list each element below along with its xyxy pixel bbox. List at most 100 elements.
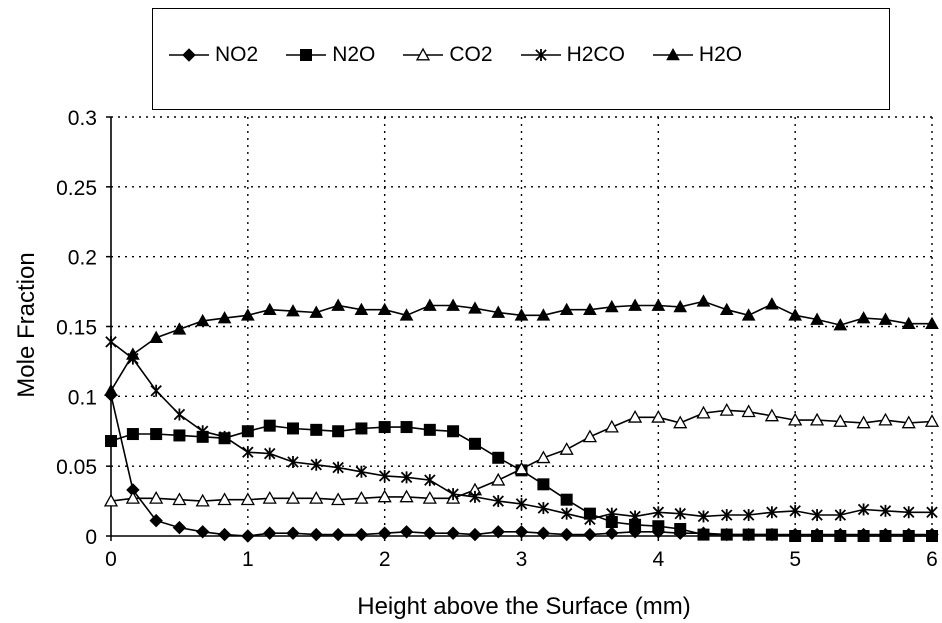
data-point-co2 xyxy=(422,490,437,504)
data-point-co2 xyxy=(627,409,643,423)
data-point-co2 xyxy=(103,493,119,507)
data-point-h2co xyxy=(766,506,778,519)
data-point-n2o xyxy=(697,528,710,541)
series-line-co2 xyxy=(110,409,933,502)
data-point-h2co xyxy=(789,504,801,517)
data-point-n2o xyxy=(150,428,163,441)
data-point-co2 xyxy=(172,492,187,506)
data-point-h2co xyxy=(652,506,665,519)
data-point-no2 xyxy=(399,525,414,539)
data-point-h2o xyxy=(422,298,437,311)
data-point-no2 xyxy=(195,525,210,539)
legend-item-no2: NO2 xyxy=(167,43,258,67)
data-point-n2o xyxy=(811,530,824,542)
data-point-h2o xyxy=(878,312,893,325)
data-point-co2 xyxy=(514,461,529,475)
data-point-h2co xyxy=(150,384,162,397)
data-point-h2co xyxy=(515,497,528,510)
data-point-n2o xyxy=(834,530,847,542)
legend-swatch-marker xyxy=(300,49,313,61)
data-point-co2 xyxy=(399,489,414,503)
data-point-h2o xyxy=(788,308,803,321)
y-tick-label: 0 xyxy=(85,526,97,549)
data-point-h2o xyxy=(925,316,939,330)
data-point-co2 xyxy=(217,492,232,506)
data-point-n2o xyxy=(742,528,755,541)
data-point-h2o xyxy=(604,299,619,313)
data-point-h2o xyxy=(514,308,529,321)
data-point-n2o xyxy=(902,530,915,542)
data-point-n2o xyxy=(879,530,892,542)
legend-swatch-co2 xyxy=(403,47,444,61)
data-point-h2co xyxy=(606,507,618,520)
data-point-no2 xyxy=(354,527,369,542)
data-point-h2o xyxy=(172,322,187,335)
data-point-co2 xyxy=(604,419,619,433)
data-point-h2co xyxy=(857,503,870,516)
x-tick-label: 0 xyxy=(105,548,117,571)
legend-item-h2co: H2CO xyxy=(519,43,625,67)
data-point-co2 xyxy=(651,409,666,423)
data-point-n2o xyxy=(173,429,186,442)
data-point-h2o xyxy=(651,298,666,311)
data-point-h2o xyxy=(286,304,300,317)
x-tick-label: 5 xyxy=(789,548,801,571)
y-tick-label: 0.1 xyxy=(68,386,97,409)
data-point-co2 xyxy=(788,412,803,426)
data-point-h2co xyxy=(834,509,847,522)
data-point-h2co xyxy=(674,507,686,520)
data-point-no2 xyxy=(491,525,505,539)
data-point-n2o xyxy=(468,437,481,450)
data-point-h2o xyxy=(377,302,392,316)
x-tick-label: 4 xyxy=(652,548,664,571)
data-point-co2 xyxy=(149,490,164,504)
data-point-no2 xyxy=(331,527,345,542)
data-point-no2 xyxy=(468,527,482,542)
legend-item-n2o: N2O xyxy=(284,43,375,67)
data-point-h2o xyxy=(331,298,345,311)
data-point-h2co xyxy=(310,458,322,471)
data-point-co2 xyxy=(582,429,598,443)
data-point-co2 xyxy=(719,402,734,416)
data-point-h2co xyxy=(879,504,892,517)
data-point-co2 xyxy=(125,490,140,504)
legend-swatch-n2o xyxy=(286,49,327,61)
data-point-h2o xyxy=(104,383,118,397)
data-point-n2o xyxy=(241,425,254,438)
data-point-n2o xyxy=(355,422,368,435)
data-point-co2 xyxy=(331,492,346,506)
series-n2o xyxy=(105,419,938,542)
data-point-co2 xyxy=(262,490,277,504)
legend-item-co2: CO2 xyxy=(401,43,493,67)
data-point-co2 xyxy=(696,405,711,419)
data-point-n2o xyxy=(310,423,323,436)
series-line-h2co xyxy=(110,341,932,521)
data-point-h2co xyxy=(721,509,733,522)
legend-label: H2CO xyxy=(566,43,625,66)
x-axis-label: Height above the Surface (mm) xyxy=(357,593,690,620)
data-point-h2o xyxy=(833,318,848,331)
data-point-co2 xyxy=(809,412,825,426)
data-point-co2 xyxy=(673,415,688,429)
data-point-n2o xyxy=(378,421,391,434)
data-point-h2o xyxy=(673,299,688,313)
data-point-h2o xyxy=(354,302,369,316)
data-point-no2 xyxy=(605,526,619,540)
data-point-no2 xyxy=(446,526,460,540)
data-point-n2o xyxy=(765,528,778,541)
data-point-h2co xyxy=(173,408,186,421)
data-point-h2co xyxy=(811,509,823,522)
data-point-n2o xyxy=(263,419,276,432)
data-point-co2 xyxy=(878,412,893,426)
x-tick-label: 3 xyxy=(516,548,528,571)
legend-label: NO2 xyxy=(215,43,259,66)
data-point-n2o xyxy=(286,422,299,435)
legend-swatch-marker xyxy=(666,47,680,61)
data-point-no2 xyxy=(536,526,551,540)
series-layer xyxy=(103,294,940,543)
data-point-n2o xyxy=(332,425,345,438)
data-point-no2 xyxy=(423,526,437,540)
y-tick-label: 0.2 xyxy=(68,247,97,270)
y-tick-label: 0.3 xyxy=(68,107,97,130)
data-point-no2 xyxy=(309,527,323,542)
